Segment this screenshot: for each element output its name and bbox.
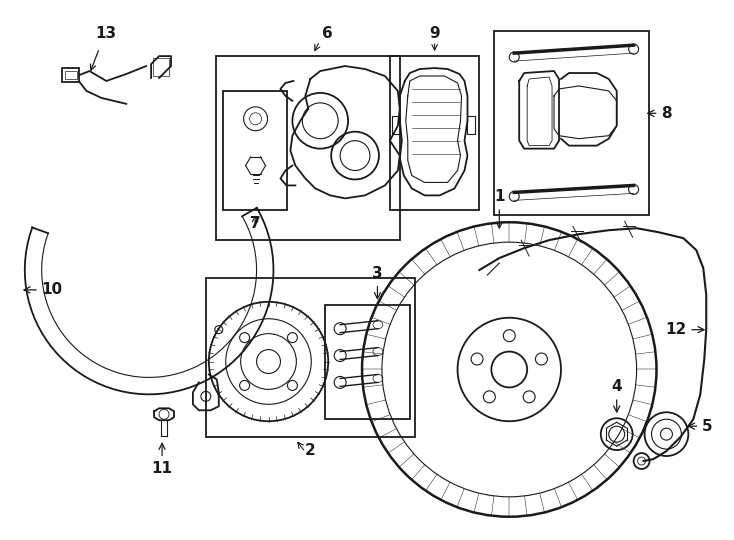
Text: 11: 11 (151, 443, 172, 476)
Bar (392, 116, 400, 134)
Text: 5: 5 (688, 418, 713, 434)
Bar (153, 58, 169, 76)
Text: 6: 6 (322, 26, 333, 41)
Bar (222, 91, 288, 210)
Text: 1: 1 (494, 190, 504, 228)
Bar (468, 116, 476, 134)
Text: 3: 3 (372, 266, 382, 299)
Text: 12: 12 (665, 322, 704, 337)
Bar (390, 56, 479, 210)
Text: 9: 9 (429, 26, 440, 41)
Text: 10: 10 (24, 282, 63, 298)
Text: 2: 2 (305, 443, 316, 458)
Bar (206, 278, 415, 437)
Bar (494, 31, 649, 215)
Bar (62, 68, 79, 82)
Bar (65, 71, 76, 79)
Bar (325, 305, 410, 419)
Text: 4: 4 (611, 380, 622, 412)
Text: 8: 8 (647, 106, 672, 121)
Text: 7: 7 (250, 216, 261, 231)
Text: 13: 13 (95, 26, 117, 41)
Bar (216, 56, 400, 240)
